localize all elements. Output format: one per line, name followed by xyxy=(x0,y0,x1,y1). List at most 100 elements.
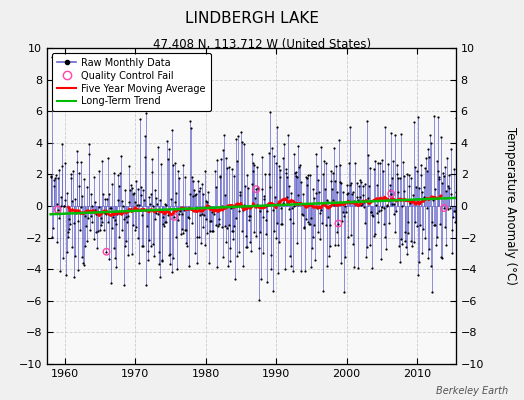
Point xyxy=(69,220,78,226)
Point xyxy=(125,199,134,205)
Point xyxy=(159,221,167,227)
Point xyxy=(247,248,255,254)
Point xyxy=(266,109,275,115)
Point xyxy=(387,130,395,136)
Point xyxy=(318,219,326,226)
Point xyxy=(303,175,311,181)
Point xyxy=(288,205,296,212)
Point xyxy=(160,223,168,230)
Point xyxy=(92,229,100,235)
Point xyxy=(353,180,362,186)
Point xyxy=(346,180,355,186)
Point xyxy=(52,171,60,178)
Point xyxy=(108,224,116,231)
Point xyxy=(228,235,237,242)
Point xyxy=(205,228,214,234)
Point xyxy=(194,188,203,194)
Point xyxy=(418,189,426,196)
Point xyxy=(131,226,139,233)
Point xyxy=(101,195,109,202)
Point xyxy=(81,243,90,249)
Point xyxy=(250,162,259,168)
Point xyxy=(387,190,396,197)
Point xyxy=(381,124,390,130)
Point xyxy=(276,174,285,180)
Point xyxy=(63,249,71,255)
Point xyxy=(424,254,432,261)
Point xyxy=(429,196,437,203)
Point xyxy=(149,241,158,248)
Point xyxy=(122,238,130,244)
Point xyxy=(436,220,444,227)
Point xyxy=(145,237,153,244)
Point xyxy=(395,259,403,265)
Point xyxy=(438,255,446,261)
Point xyxy=(414,114,422,120)
Point xyxy=(222,238,231,245)
Point xyxy=(206,217,215,224)
Point xyxy=(70,273,79,280)
Point xyxy=(51,210,60,216)
Point xyxy=(383,202,391,209)
Point xyxy=(392,170,401,177)
Point xyxy=(280,141,289,148)
Point xyxy=(121,187,129,193)
Point xyxy=(144,256,152,263)
Point xyxy=(421,234,430,241)
Point xyxy=(361,220,369,226)
Point xyxy=(85,141,93,147)
Point xyxy=(310,195,319,201)
Point xyxy=(385,186,394,193)
Point xyxy=(350,198,358,204)
Point xyxy=(424,245,433,252)
Point xyxy=(261,217,270,223)
Point xyxy=(133,202,141,208)
Point xyxy=(430,222,439,228)
Point xyxy=(106,205,114,211)
Point xyxy=(143,223,151,229)
Point xyxy=(261,171,269,177)
Point xyxy=(348,241,357,247)
Point xyxy=(52,201,61,207)
Point xyxy=(127,182,135,188)
Point xyxy=(453,200,461,207)
Point xyxy=(99,191,107,197)
Point xyxy=(304,172,313,179)
Point xyxy=(399,188,408,194)
Point xyxy=(101,210,110,217)
Point xyxy=(408,197,416,204)
Point xyxy=(332,163,340,169)
Point xyxy=(72,210,80,216)
Point xyxy=(229,228,237,234)
Point xyxy=(311,257,319,263)
Point xyxy=(213,157,221,163)
Point xyxy=(306,172,314,178)
Point xyxy=(340,212,348,219)
Point xyxy=(392,208,400,214)
Point xyxy=(246,239,255,245)
Point xyxy=(425,154,434,160)
Point xyxy=(102,248,111,255)
Point xyxy=(443,206,452,212)
Point xyxy=(248,151,256,158)
Point xyxy=(322,197,331,203)
Point xyxy=(405,172,413,178)
Point xyxy=(401,238,410,245)
Point xyxy=(300,224,309,230)
Point xyxy=(328,186,336,192)
Point xyxy=(111,217,119,224)
Point xyxy=(58,162,67,169)
Point xyxy=(91,206,99,213)
Point xyxy=(387,190,396,197)
Point xyxy=(199,190,207,197)
Point xyxy=(369,213,377,219)
Point xyxy=(132,224,140,230)
Point xyxy=(405,183,413,190)
Point xyxy=(102,210,110,217)
Point xyxy=(419,226,427,232)
Point xyxy=(343,182,352,188)
Point xyxy=(369,233,378,239)
Point xyxy=(294,192,303,198)
Point xyxy=(412,184,420,190)
Point xyxy=(334,220,343,227)
